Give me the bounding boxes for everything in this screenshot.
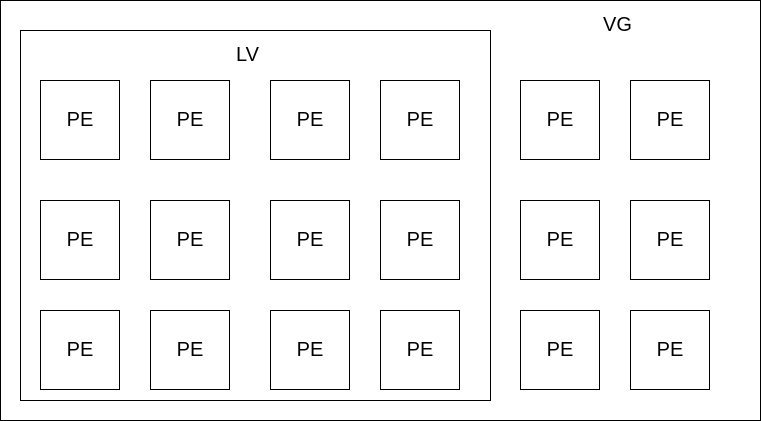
lv-physical-extent: PE <box>40 200 120 280</box>
free-physical-extent: PE <box>630 80 710 160</box>
lv-physical-extent: PE <box>150 200 230 280</box>
lv-physical-extent: PE <box>270 80 350 160</box>
volume-group-label: VG <box>603 14 632 36</box>
free-physical-extent: PE <box>520 310 600 390</box>
free-physical-extent: PE <box>630 200 710 280</box>
free-physical-extent: PE <box>520 200 600 280</box>
free-physical-extent: PE <box>520 80 600 160</box>
lv-physical-extent: PE <box>380 310 460 390</box>
logical-volume-box <box>20 30 491 401</box>
lv-physical-extent: PE <box>270 200 350 280</box>
lv-physical-extent: PE <box>40 80 120 160</box>
lv-physical-extent: PE <box>40 310 120 390</box>
logical-volume-label: LV <box>236 44 259 66</box>
lv-physical-extent: PE <box>270 310 350 390</box>
lv-physical-extent: PE <box>380 200 460 280</box>
lv-physical-extent: PE <box>380 80 460 160</box>
free-physical-extent: PE <box>630 310 710 390</box>
lv-physical-extent: PE <box>150 310 230 390</box>
lv-physical-extent: PE <box>150 80 230 160</box>
